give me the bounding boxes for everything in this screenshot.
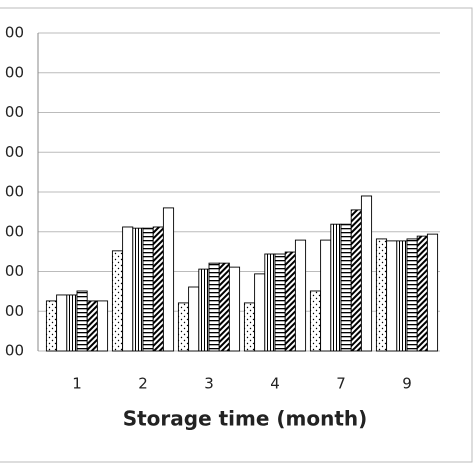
y-tick-label: 00 <box>5 24 24 42</box>
bar <box>350 209 362 352</box>
bar <box>218 262 230 352</box>
y-tick-label: 00 <box>5 183 24 201</box>
bar <box>320 239 332 352</box>
y-tick-label: 00 <box>5 302 24 320</box>
y-tick-label: 00 <box>5 222 24 240</box>
bar <box>416 235 428 352</box>
x-tick-label: 3 <box>204 375 214 393</box>
x-tick-label: 7 <box>336 375 346 393</box>
x-tick-label: 2 <box>138 375 148 393</box>
bar <box>340 223 352 352</box>
x-axis-title: Storage time (month) <box>123 407 368 431</box>
bar <box>309 290 322 352</box>
bar <box>360 195 373 352</box>
bar <box>56 294 68 352</box>
bar <box>76 290 88 352</box>
bar <box>45 300 58 352</box>
bar <box>396 240 408 352</box>
bar <box>198 268 210 352</box>
y-tick-label: 00 <box>5 262 24 280</box>
bar <box>386 240 398 352</box>
bar <box>330 223 342 352</box>
bar <box>294 239 307 352</box>
bar <box>122 226 134 352</box>
bar <box>177 302 190 352</box>
bar <box>284 251 296 352</box>
y-tick-label: 00 <box>5 342 24 360</box>
bar <box>111 250 124 352</box>
bar <box>132 227 144 352</box>
bar <box>162 207 175 352</box>
bar <box>142 227 154 352</box>
x-tick-label: 4 <box>270 375 280 393</box>
bar <box>208 262 220 352</box>
x-tick-label: 1 <box>72 375 82 393</box>
bar <box>426 233 439 352</box>
y-tick-label: 00 <box>5 103 24 121</box>
bar <box>375 238 388 352</box>
bar <box>406 238 418 352</box>
bar <box>86 300 98 352</box>
x-tick-label: 9 <box>402 375 412 393</box>
bar <box>254 273 266 352</box>
bar <box>274 253 286 352</box>
y-tick-label: 00 <box>5 63 24 81</box>
bar <box>152 226 164 352</box>
bar <box>96 300 109 352</box>
chart-frame <box>0 7 473 463</box>
bar <box>243 302 256 352</box>
y-tick-label: 00 <box>5 143 24 161</box>
bar <box>228 266 241 352</box>
bar <box>188 286 200 352</box>
bar <box>66 294 78 352</box>
bar <box>264 253 276 352</box>
